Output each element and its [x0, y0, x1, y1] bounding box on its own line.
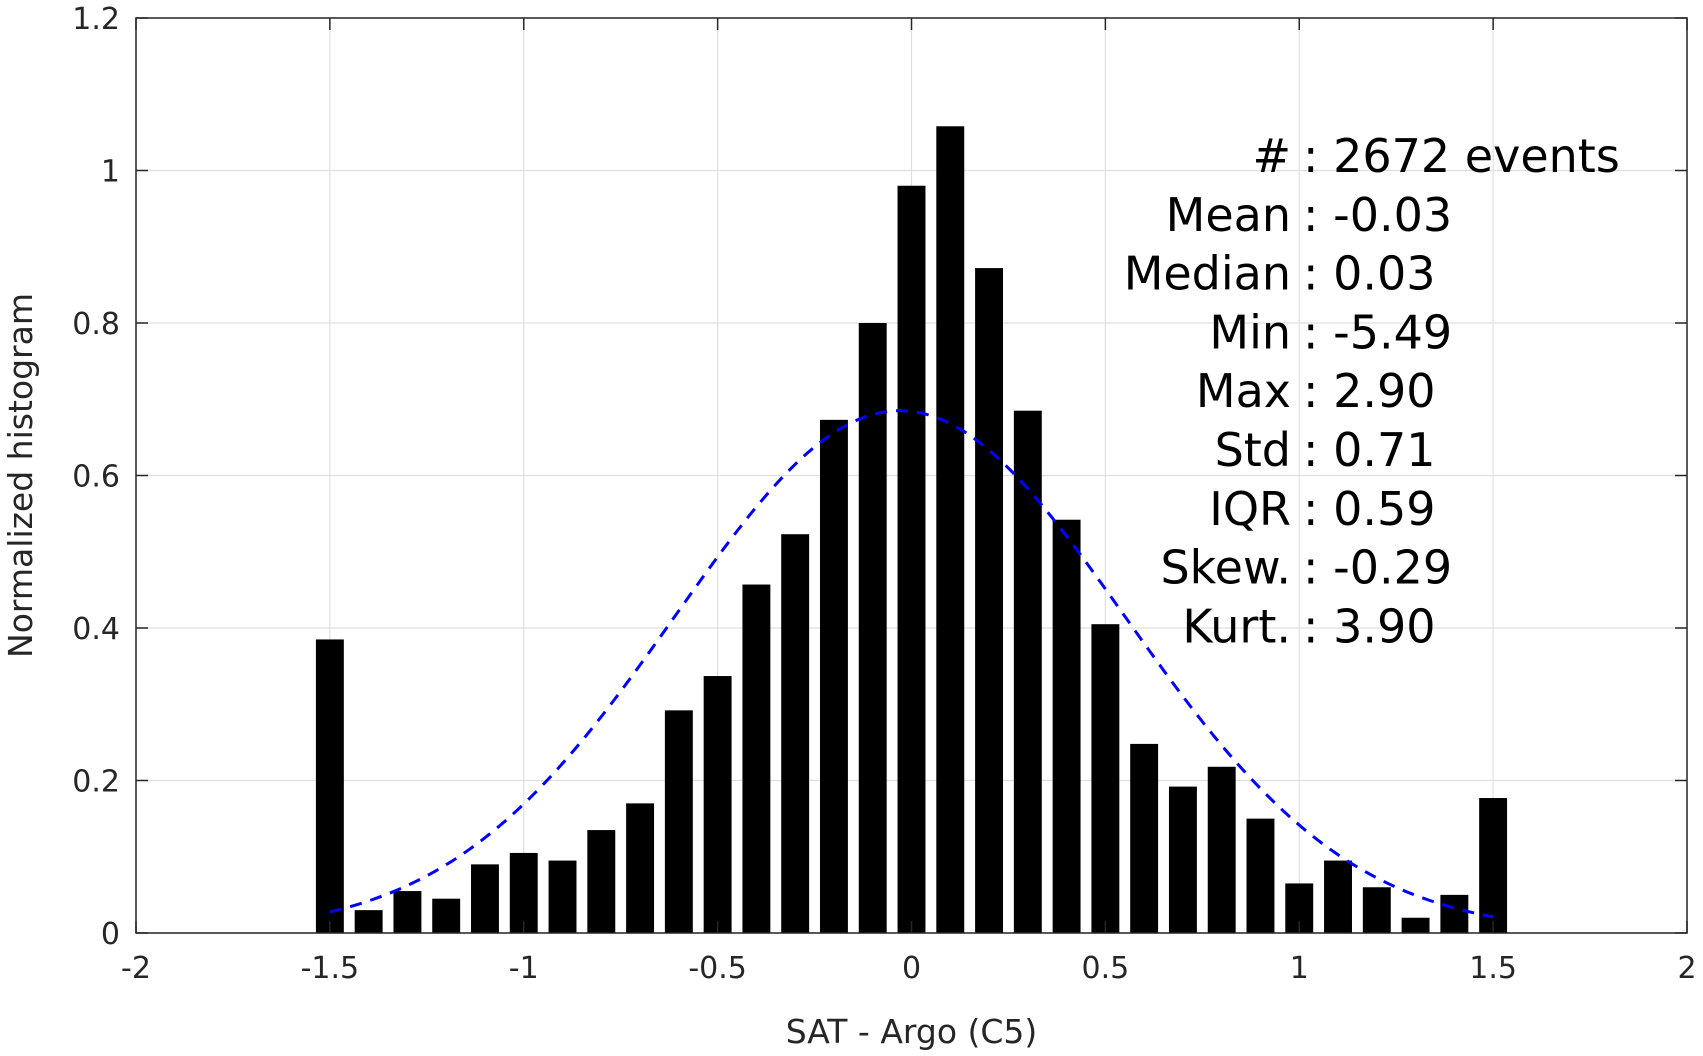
histogram-bar	[858, 323, 887, 933]
x-tick-label: -2	[121, 951, 151, 986]
y-tick-label: 0	[101, 917, 120, 952]
histogram-bar	[1130, 743, 1159, 933]
x-tick-label: 1.5	[1469, 951, 1517, 986]
stat-value: : -0.03	[1303, 188, 1452, 242]
histogram-bar	[1479, 798, 1508, 933]
histogram-bars	[315, 126, 1508, 934]
histogram-bar	[471, 864, 499, 933]
histogram-bar	[626, 803, 655, 933]
stat-label: Max	[1196, 364, 1291, 418]
stat-label: Std	[1215, 423, 1291, 477]
stat-label: IQR	[1209, 482, 1291, 536]
histogram-bar	[742, 584, 771, 933]
histogram-bar	[703, 676, 732, 933]
x-tick-label: -1.5	[301, 951, 360, 986]
plot-axes	[135, 17, 1688, 934]
histogram-bar	[432, 898, 461, 933]
histogram-bar	[897, 185, 926, 933]
histogram-bar	[1091, 624, 1120, 933]
stat-label: Kurt.	[1182, 599, 1291, 653]
stat-value: : 0.71	[1303, 423, 1436, 477]
x-tick-label: 2	[1677, 951, 1696, 986]
x-tick-label: 1	[1290, 951, 1309, 986]
x-tick-label: -0.5	[688, 951, 747, 986]
stat-value: : 3.90	[1303, 599, 1436, 653]
histogram-bar	[1362, 887, 1391, 933]
histogram-bar	[781, 534, 810, 933]
x-tick-label: 0	[902, 951, 921, 986]
histogram-bar	[354, 910, 383, 933]
normal-fit-curve	[329, 409, 1494, 919]
histogram-bar	[975, 268, 1004, 934]
stat-value: : 0.03	[1303, 247, 1436, 301]
y-tick-label: 0.6	[72, 460, 120, 495]
histogram-bar	[1401, 917, 1430, 933]
stat-value: : 2.90	[1303, 364, 1436, 418]
histogram-bar	[393, 891, 422, 933]
histogram-bar	[1052, 519, 1081, 933]
stat-label: #	[1252, 129, 1291, 183]
tick-labels: -2 -1.5 -1 -0.5 0 0.5 1 1.5 2 0 0.2 0.4 0.6 0.8 1 1.2	[72, 2, 1696, 986]
y-axis-label: Normalized histogram	[1, 293, 40, 658]
histogram-bar	[509, 852, 538, 933]
histogram-bar	[1324, 860, 1352, 933]
histogram-bar	[819, 419, 848, 933]
y-tick-label: 0.8	[72, 307, 120, 342]
histogram-bar	[587, 830, 616, 933]
stat-label: Mean	[1166, 188, 1291, 242]
normal-fit-curve-group	[329, 409, 1494, 919]
x-tick-label: -1	[509, 951, 539, 986]
y-tick-label: 1.2	[72, 2, 120, 37]
histogram-bar	[315, 639, 344, 933]
y-tick-label: 0.4	[72, 612, 120, 647]
histogram-bar	[936, 126, 965, 933]
x-tick-label: 0.5	[1082, 951, 1130, 986]
histogram-bar	[1246, 818, 1275, 933]
stat-value: : -5.49	[1303, 305, 1452, 359]
x-axis-label: SAT - Argo (C5)	[786, 1012, 1038, 1051]
y-tick-label: 0.2	[72, 765, 120, 800]
histogram-bar	[664, 710, 693, 933]
stat-label: Min	[1209, 305, 1291, 359]
stat-label: Skew.	[1160, 541, 1291, 595]
histogram-bar	[1207, 766, 1236, 933]
histogram-bar	[1168, 786, 1197, 933]
stat-value: : 0.59	[1303, 482, 1436, 536]
stat-label: Median	[1124, 247, 1291, 301]
y-tick-label: 1	[101, 155, 120, 190]
stat-value: : -0.29	[1303, 541, 1452, 595]
histogram-bar	[1440, 894, 1469, 933]
histogram-bar	[548, 860, 577, 933]
stat-value: : 2672 events	[1303, 129, 1620, 183]
